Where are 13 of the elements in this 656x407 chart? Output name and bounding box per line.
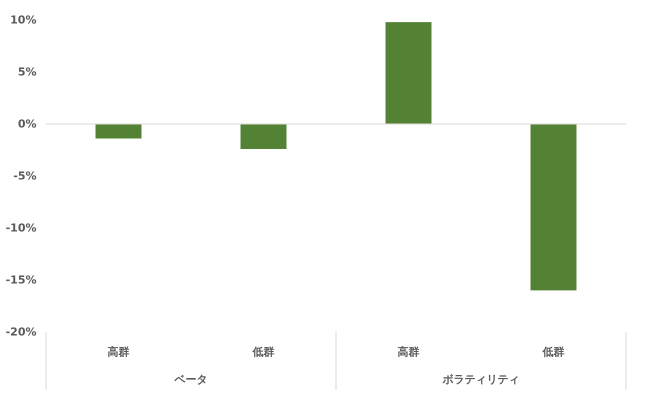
y-tick-label: 0% <box>18 118 36 130</box>
x-tick-label: 低群 <box>252 346 274 358</box>
x-tick-label: 低群 <box>542 346 564 358</box>
y-tick-label: -5% <box>13 170 36 182</box>
y-tick-label: 10% <box>10 14 36 26</box>
y-tick-label: -20% <box>6 326 36 338</box>
y-tick-label: -15% <box>6 274 36 286</box>
text: ボラティリティ <box>442 373 520 386</box>
y-tick-label: -10% <box>6 222 36 234</box>
y-tick-label: 5% <box>18 66 36 78</box>
text: ベータ <box>174 373 208 386</box>
x-tick-label: 高群 <box>398 346 420 358</box>
x-tick-label: 高群 <box>108 346 130 358</box>
